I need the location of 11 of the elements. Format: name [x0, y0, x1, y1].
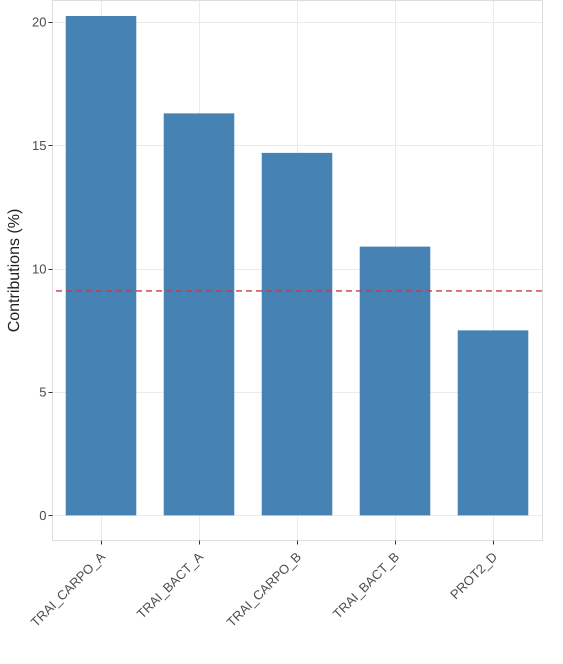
bar [360, 246, 430, 516]
y-tick-label: 10 [32, 261, 46, 276]
y-axis-title: Contributions (%) [6, 208, 24, 332]
y-tick-label: 20 [32, 14, 46, 30]
y-tick-label: 15 [32, 138, 46, 153]
bar [262, 152, 332, 516]
bar [164, 113, 234, 516]
y-tick-label: 0 [39, 508, 46, 523]
bar [458, 330, 528, 516]
y-tick-label: 5 [39, 384, 46, 400]
bar [66, 16, 136, 516]
